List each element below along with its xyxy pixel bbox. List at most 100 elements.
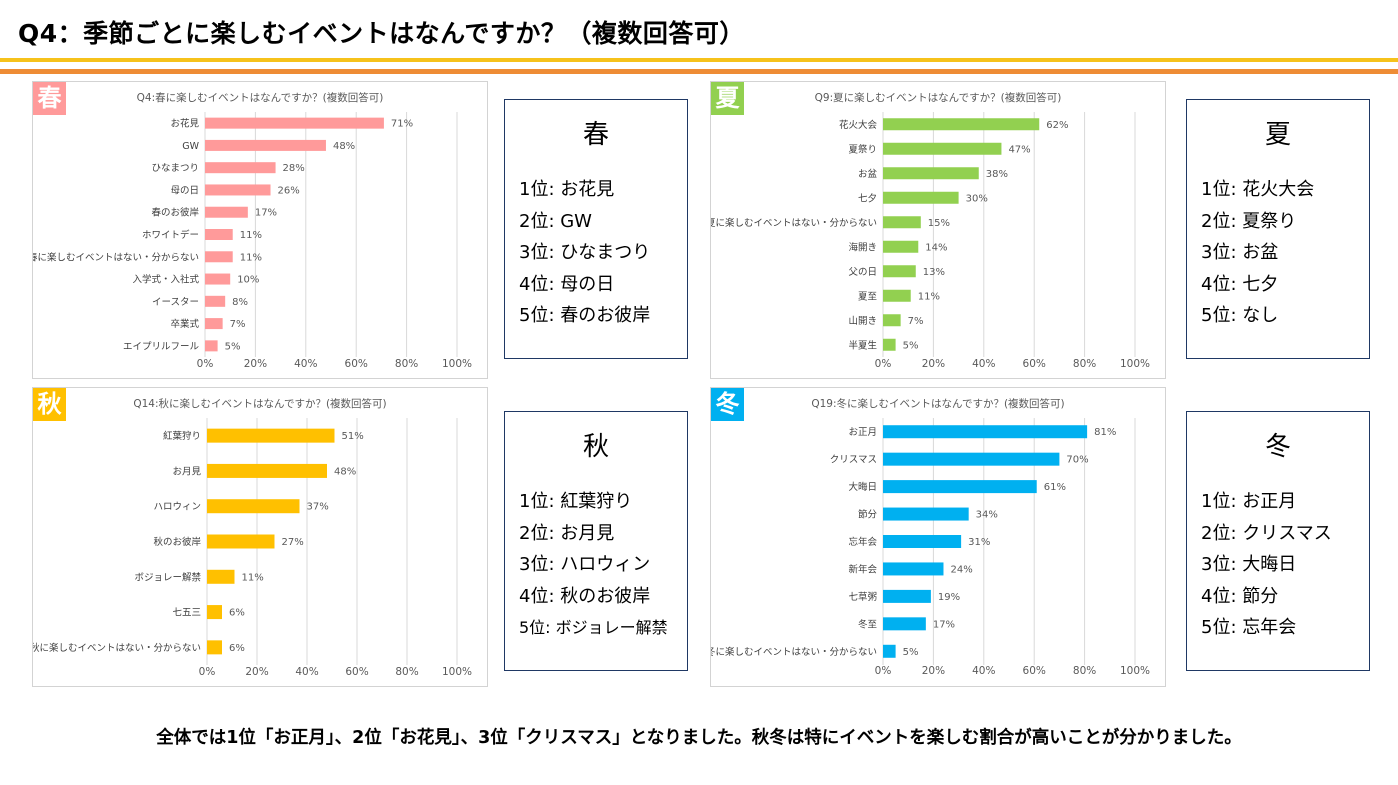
category-label: 忘年会 xyxy=(848,536,877,548)
ranking-item: 1位: 紅葉狩り xyxy=(519,491,633,512)
spring-ranking-title: 春 xyxy=(582,120,609,150)
x-tick-label: 40% xyxy=(972,665,995,677)
value-label: 11% xyxy=(242,572,264,583)
bar xyxy=(205,162,276,174)
category-label: エイプリルフール xyxy=(123,341,200,352)
summer-ranking-box: 夏 1位: 花火大会 2位: 夏祭り 3位: お盆 4位: 七夕 5位: なし xyxy=(1186,99,1370,359)
category-label: 春に楽しむイベントはない・分からない xyxy=(33,251,199,263)
category-label: 七夕 xyxy=(858,192,877,204)
x-tick-label: 100% xyxy=(442,666,472,678)
x-tick-label: 60% xyxy=(345,666,368,678)
category-label: 冬に楽しむイベントはない・分からない xyxy=(711,646,877,658)
category-label: お正月 xyxy=(848,427,877,438)
category-label: 秋に楽しむイベントはない・分からない xyxy=(33,642,201,654)
winter-ranking-box: 冬 1位: お正月 2位: クリスマス 3位: 大晦日 4位: 節分 5位: 忘… xyxy=(1186,411,1370,671)
title-rule-yellow xyxy=(0,58,1398,62)
x-tick-label: 80% xyxy=(1073,665,1096,677)
value-label: 11% xyxy=(240,252,262,263)
bar xyxy=(883,289,911,302)
category-label: お花見 xyxy=(170,118,199,130)
bar xyxy=(205,206,248,218)
bar xyxy=(883,617,926,631)
category-label: 七五三 xyxy=(172,608,201,619)
ranking-item: 2位: 夏祭り xyxy=(1201,210,1297,232)
autumn-badge: 秋 xyxy=(33,388,66,421)
ranking-item: 5位: ボジョレー解禁 xyxy=(519,618,668,637)
value-label: 17% xyxy=(933,619,955,630)
winter-ranking-title: 冬 xyxy=(1264,432,1291,462)
bar xyxy=(207,428,335,443)
category-label: 春のお彼岸 xyxy=(151,207,199,219)
winter-chart: 0% 20% 40% 60% 80% 100% お正月 81% クリスマス 70% 大晦日 61% 節分… xyxy=(710,387,1166,687)
page-title: Q4：季節ごとに楽しむイベントはなんですか？（複数回答可） xyxy=(18,19,745,48)
category-label: お盆 xyxy=(858,168,878,180)
category-label: 秋のお彼岸 xyxy=(153,536,201,548)
winter-ranking-list: 1位: お正月 2位: クリスマス 3位: 大晦日 4位: 節分 5位: 忘年会 xyxy=(1201,486,1332,644)
value-label: 81% xyxy=(1094,427,1116,438)
category-label: 夏に楽しむイベントはない・分からない xyxy=(711,217,877,229)
bar xyxy=(207,534,275,549)
value-label: 17% xyxy=(255,208,277,219)
category-label: 海開き xyxy=(848,241,877,253)
value-label: 27% xyxy=(282,537,304,548)
spring-chart-title: Q4:春に楽しむイベントはなんですか？(複数回答可) xyxy=(136,92,384,104)
autumn-chart-title: Q14:秋に楽しむイベントはなんですか？(複数回答可) xyxy=(133,398,387,410)
spring-chart: 0% 20% 40% 60% 80% 100% お花見 71% GW 48% ひなまつり 28% 母の日… xyxy=(32,81,488,379)
ranking-item: 1位: 花火大会 xyxy=(1201,179,1315,200)
x-tick-label: 80% xyxy=(395,358,418,370)
bar xyxy=(205,184,271,196)
value-label: 11% xyxy=(918,291,940,302)
bar xyxy=(883,562,944,576)
x-tick-label: 0% xyxy=(875,358,892,370)
summer-ranking-title: 夏 xyxy=(1264,120,1291,150)
x-tick-label: 60% xyxy=(1023,665,1046,677)
category-label: 紅葉狩り xyxy=(163,430,201,442)
value-label: 28% xyxy=(283,163,305,174)
bar xyxy=(883,425,1088,439)
bar xyxy=(883,265,916,278)
bar xyxy=(883,535,962,548)
spring-ranking-list: 1位: お花見 2位: GW 3位: ひなまつり 4位: 母の日 5位: 春のお… xyxy=(519,174,650,332)
x-tick-label: 60% xyxy=(1023,358,1046,370)
winter-chart-svg: 0% 20% 40% 60% 80% 100% お正月 81% クリスマス 70% 大晦日 61% 節分… xyxy=(711,418,1150,677)
ranking-item: 5位: なし xyxy=(1201,305,1279,326)
category-label: 花火大会 xyxy=(839,119,878,131)
category-label: ハロウィン xyxy=(153,502,201,513)
value-label: 61% xyxy=(1044,482,1066,493)
bar xyxy=(205,273,231,285)
category-label: 冬至 xyxy=(858,618,877,630)
ranking-item: 3位: ハロウィン xyxy=(519,554,651,575)
bar xyxy=(883,142,1002,155)
bar xyxy=(883,167,979,180)
x-tick-label: 20% xyxy=(245,666,268,678)
bar xyxy=(207,463,327,478)
ranking-item: 2位: クリスマス xyxy=(1201,522,1332,544)
x-tick-label: 20% xyxy=(244,358,267,370)
x-tick-label: 0% xyxy=(875,665,892,677)
ranking-item: 3位: お盆 xyxy=(1201,242,1279,263)
bar xyxy=(205,295,226,307)
value-label: 14% xyxy=(925,242,947,253)
ranking-item: 2位: お月見 xyxy=(519,522,615,544)
category-label: 七草粥 xyxy=(848,591,877,603)
value-label: 10% xyxy=(237,275,259,286)
summer-badge: 夏 xyxy=(711,82,744,115)
ranking-item: 4位: 秋のお彼岸 xyxy=(519,585,651,607)
x-tick-label: 20% xyxy=(922,358,945,370)
value-label: 48% xyxy=(333,141,355,152)
x-tick-label: 80% xyxy=(395,666,418,678)
value-label: 15% xyxy=(928,218,950,229)
bar xyxy=(207,569,235,584)
value-label: 51% xyxy=(342,431,364,442)
bar xyxy=(205,318,223,330)
x-tick-label: 40% xyxy=(972,358,995,370)
bar xyxy=(883,644,896,658)
bar xyxy=(883,191,959,204)
value-label: 8% xyxy=(232,297,248,308)
summer-chart-svg: 0% 20% 40% 60% 80% 100% 花火大会 62% 夏祭り 47% お盆 38% 七夕 30… xyxy=(711,112,1150,370)
bar xyxy=(205,251,233,263)
value-label: 5% xyxy=(225,341,241,352)
category-label: 節分 xyxy=(858,509,878,521)
category-label: 大晦日 xyxy=(848,481,877,493)
category-label: クリスマス xyxy=(830,455,877,466)
